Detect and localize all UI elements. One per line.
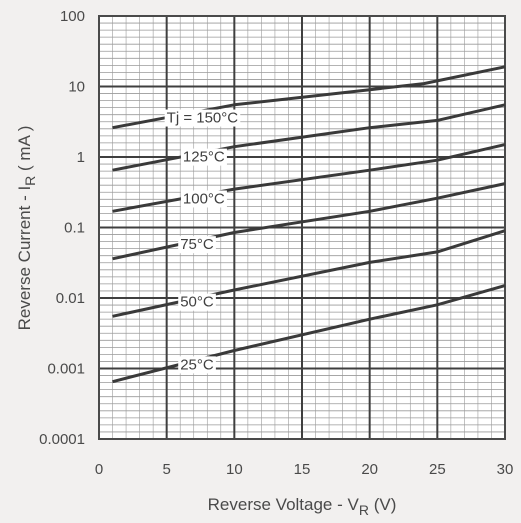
series-label-1: Tj = 150°C [167,110,239,127]
series-label-2: 125°C [183,149,225,166]
series-label-bg [164,109,241,127]
y-tick-label: 0.01 [56,290,85,307]
series-label-4: 75°C [180,236,214,253]
y-tick-label: 0.0001 [39,431,85,448]
y-axis-label: Reverse Current - IR ( mA ) [15,126,38,331]
x-tick-label: 30 [497,461,514,478]
x-axis-label: Reverse Voltage - VR (V) [208,495,397,518]
x-tick-label: 15 [294,461,311,478]
x-tick-label: 25 [429,461,446,478]
series-label-bg [180,190,227,208]
x-tick-labels: 0 5 10 15 20 25 30 [95,461,514,478]
x-tick-label: 5 [162,461,170,478]
y-tick-label: 1 [77,149,85,166]
y-tick-label: 0.001 [47,361,85,378]
series-label-bg [180,148,227,166]
series-label-5: 50°C [180,294,214,311]
x-tick-label: 0 [95,461,103,478]
y-tick-label: 100 [60,8,85,25]
y-tick-label: 10 [68,79,85,96]
y-tick-labels: 0.0001 0.001 0.01 0.1 1 10 100 [39,8,85,448]
series-label-bg [178,356,216,374]
y-tick-label: 0.1 [64,220,85,237]
series-labels: Tj = 150°C 125°C 100°C 75°C 50°C 25°C [164,109,241,374]
x-tick-label: 10 [226,461,243,478]
plot-frame [98,15,506,440]
series-label-6: 25°C [180,356,214,373]
x-tick-label: 20 [361,461,378,478]
series-label-bg [178,293,216,311]
series-label-bg [178,236,216,254]
series-label-3: 100°C [183,190,225,207]
